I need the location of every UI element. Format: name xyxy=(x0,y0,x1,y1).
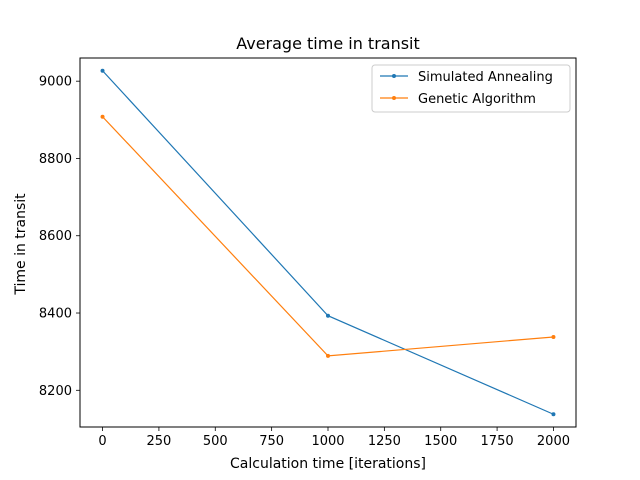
data-point xyxy=(100,68,105,73)
x-tick-label: 1000 xyxy=(311,434,344,449)
y-axis-label: Time in transit xyxy=(13,193,29,296)
legend-label: Genetic Algorithm xyxy=(418,92,536,107)
legend-swatch-marker xyxy=(392,96,396,100)
x-tick-label: 500 xyxy=(203,434,228,449)
data-point xyxy=(326,313,330,318)
x-tick-label: 1250 xyxy=(368,434,401,449)
legend-label: Simulated Annealing xyxy=(418,70,553,85)
chart-title: Average time in transit xyxy=(236,34,420,53)
y-tick-label: 9000 xyxy=(39,75,72,90)
data-point xyxy=(551,412,556,417)
x-tick-label: 1750 xyxy=(481,434,514,449)
data-point xyxy=(326,353,330,358)
y-tick-label: 8800 xyxy=(39,152,72,167)
y-tick-label: 8600 xyxy=(39,229,72,244)
y-tick-label: 8200 xyxy=(39,384,72,399)
plot-area: 0 250 500 750 1000 1250 1500 1750 2000 8200 8400 86… xyxy=(39,57,577,449)
legend-swatch-marker xyxy=(392,74,396,78)
data-point xyxy=(100,114,105,119)
x-tick-label: 2000 xyxy=(537,434,570,449)
data-point xyxy=(551,334,556,339)
y-tick-label: 8400 xyxy=(39,307,72,322)
legend-box xyxy=(371,64,571,113)
x-tick-label: 0 xyxy=(98,434,106,449)
x-axis-label: Calculation time [iterations] xyxy=(230,456,426,472)
x-tick-label: 250 xyxy=(146,434,171,449)
x-tick-label: 1500 xyxy=(424,434,457,449)
legend: Simulated Annealing Genetic Algorithm xyxy=(371,64,571,113)
x-tick-label: 750 xyxy=(259,434,284,449)
